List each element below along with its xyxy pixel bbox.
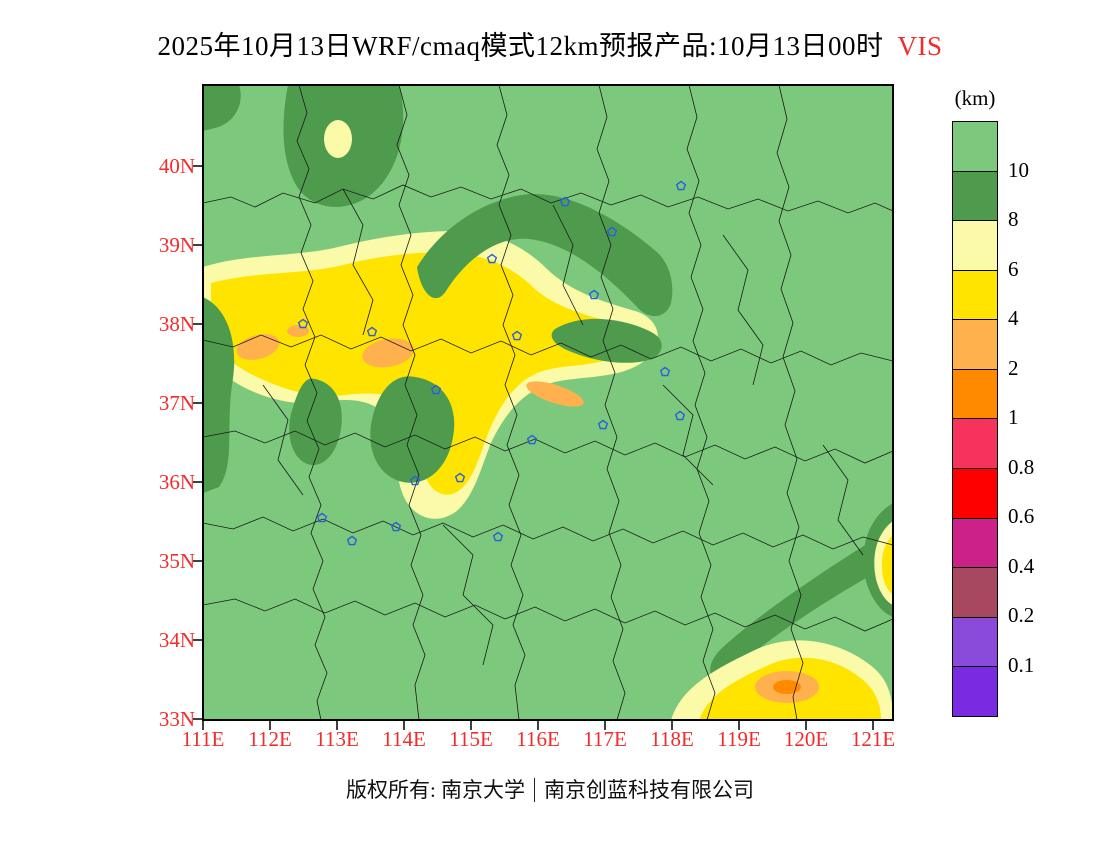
legend-swatch-orange bbox=[953, 368, 997, 419]
city-marker bbox=[559, 196, 571, 207]
contour-pale-inside-top bbox=[324, 120, 352, 158]
lat-label-39N: 39N bbox=[158, 233, 195, 257]
legend-swatch-darkgreen bbox=[953, 170, 997, 221]
legend-label-0.8: 0.8 bbox=[1008, 454, 1035, 479]
contour-darkgreen-leftedge bbox=[203, 297, 235, 493]
contour-darkgreen-crescent bbox=[417, 193, 673, 317]
legend-labels: 10 8 6 4 2 1 0.8 0.6 0.4 0.2 0.1 bbox=[1008, 121, 1068, 715]
page-title: 2025年10月13日WRF/cmaq模式12km预报产品:10月13日00时 V… bbox=[0, 24, 1100, 63]
legend-label-0.6: 0.6 bbox=[1008, 504, 1035, 528]
legend-label-10: 10 bbox=[1008, 157, 1029, 182]
legend-label-0.4: 0.4 bbox=[1008, 553, 1035, 578]
lon-label-116E: 116E bbox=[516, 727, 560, 751]
city-marker bbox=[526, 434, 538, 445]
footer-divider bbox=[534, 778, 536, 802]
legend-label-6: 6 bbox=[1008, 256, 1019, 281]
contour-orange-core-center bbox=[362, 338, 414, 368]
city-marker bbox=[659, 366, 671, 377]
lon-label-118E: 118E bbox=[650, 727, 694, 751]
legend-label-2: 2 bbox=[1008, 355, 1019, 380]
city-marker bbox=[486, 253, 498, 264]
lat-label-34N: 34N bbox=[158, 628, 195, 652]
contour-yellow-main bbox=[211, 252, 632, 495]
city-marker bbox=[606, 226, 618, 237]
lat-label-36N: 36N bbox=[158, 470, 195, 494]
legend-swatch-violet bbox=[953, 666, 997, 716]
copyright-footer: 版权所有: 南京大学 南京创蓝科技有限公司 bbox=[0, 774, 1100, 804]
contour-yellow-rightedge bbox=[881, 535, 893, 594]
lon-label-112E: 112E bbox=[248, 727, 292, 751]
contour-deeporange-secorner bbox=[773, 680, 801, 694]
lat-label-38N: 38N bbox=[158, 312, 195, 336]
map-area: 40N 39N 38N 37N 36N 35N 34N 33N 111E 112E 113E 114… bbox=[159, 84, 895, 751]
lon-label-121E: 121E bbox=[850, 727, 896, 751]
legend-swatch-red bbox=[953, 468, 997, 518]
lon-label-111E: 111E bbox=[181, 727, 225, 751]
legend-swatch-yellow bbox=[953, 269, 997, 320]
title-text: 2025年10月13日WRF/cmaq模式12km预报产品:10月13日00时 bbox=[157, 31, 884, 61]
contour-darkgreen-topleft bbox=[203, 85, 241, 131]
contour-orange-core-east bbox=[526, 381, 584, 407]
city-marker bbox=[297, 318, 309, 329]
legend-swatch-green bbox=[953, 122, 997, 171]
province-boundaries bbox=[202, 84, 894, 721]
lat-label-35N: 35N bbox=[158, 549, 195, 573]
city-marker bbox=[454, 472, 466, 483]
lon-label-115E: 115E bbox=[449, 727, 493, 751]
copyright-company: 南京创蓝科技有限公司 bbox=[544, 778, 755, 802]
city-marker bbox=[346, 535, 358, 546]
lon-label-114E: 114E bbox=[382, 727, 426, 751]
lat-label-33N: 33N bbox=[158, 707, 195, 731]
legend-unit-label: (km) bbox=[954, 86, 996, 110]
lon-label-120E: 120E bbox=[783, 727, 829, 751]
legend-swatch-magenta bbox=[953, 517, 997, 568]
city-markers bbox=[297, 180, 687, 546]
lon-label-119E: 119E bbox=[717, 727, 761, 751]
title-variable: VIS bbox=[897, 31, 943, 61]
legend-swatch-purple bbox=[953, 616, 997, 667]
lat-label-37N: 37N bbox=[158, 391, 195, 415]
legend-label-1: 1 bbox=[1008, 405, 1019, 429]
legend: (km) 10 8 6 4 2 1 0.8 0.6 0.4 0.2 0.1 bbox=[952, 86, 1034, 717]
axis-ticks bbox=[193, 165, 874, 730]
city-marker bbox=[316, 512, 328, 523]
city-marker bbox=[597, 419, 609, 430]
contour-darkgreen-se-band bbox=[710, 527, 893, 681]
city-marker bbox=[588, 289, 600, 300]
legend-label-4: 4 bbox=[1008, 306, 1019, 330]
lat-label-40N: 40N bbox=[158, 154, 195, 178]
city-marker bbox=[511, 330, 523, 341]
city-marker bbox=[430, 384, 442, 395]
lon-label-113E: 113E bbox=[315, 727, 359, 751]
city-marker bbox=[492, 531, 504, 542]
city-marker bbox=[409, 475, 421, 486]
forecast-map bbox=[193, 84, 894, 730]
city-marker bbox=[675, 180, 687, 191]
legend-swatch-pink bbox=[953, 418, 997, 469]
legend-swatch-maroon bbox=[953, 567, 997, 617]
city-marker bbox=[390, 521, 402, 532]
legend-swatches bbox=[952, 121, 998, 717]
city-marker bbox=[674, 410, 686, 421]
legend-swatch-lightorange bbox=[953, 319, 997, 369]
legend-label-8: 8 bbox=[1008, 207, 1019, 231]
legend-label-0.2: 0.2 bbox=[1008, 603, 1035, 627]
legend-swatch-paleyellow bbox=[953, 220, 997, 270]
copyright-owner: 版权所有: 南京大学 bbox=[345, 778, 526, 802]
city-marker bbox=[366, 326, 378, 337]
lon-label-117E: 117E bbox=[583, 727, 627, 751]
legend-body: 10 8 6 4 2 1 0.8 0.6 0.4 0.2 0.1 bbox=[952, 121, 1034, 717]
legend-label-0.1: 0.1 bbox=[1008, 652, 1035, 677]
map-frame bbox=[202, 84, 894, 721]
